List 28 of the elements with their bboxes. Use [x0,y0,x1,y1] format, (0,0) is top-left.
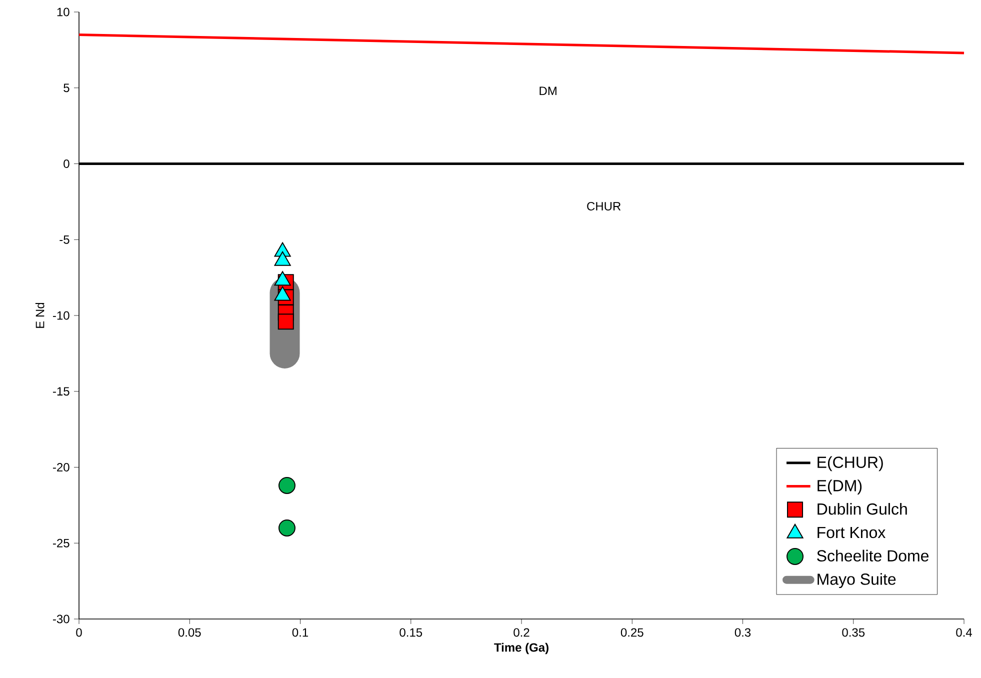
x-tick-label: 0.2 [514,628,530,637]
legend-label: Mayo Suite [818,573,896,588]
y-tick-label: -5 [60,235,70,244]
y-tick-label: -30 [52,614,70,624]
annotation: CHUR [587,202,621,210]
x-axis-title: Time (Ga) [494,642,548,654]
legend-label: Dublin Gulch [818,502,907,515]
legend-label: E(DM) [818,480,862,495]
y-tick-label: 5 [64,84,70,92]
x-tick-label: 0.4 [956,628,972,637]
y-tick-label: -20 [52,463,70,472]
x-tick-label: 0.35 [842,628,865,637]
y-tick-label: 10 [57,8,70,16]
x-tick-label: 0.15 [400,628,422,637]
legend-label: Fort Knox [818,526,886,538]
annotation: DM [540,86,556,96]
y-tick-label: -15 [52,387,70,396]
x-tick-label: 0 [76,628,82,637]
y-axis-title: E Nd [35,302,44,328]
x-tick-label: 0.05 [178,628,201,637]
legend-label: E(CHUR) [818,456,883,472]
y-tick-label: 0 [64,160,70,168]
x-tick-label: 0.1 [292,628,308,637]
legend-label: Scheelite Dome [817,550,929,562]
x-tick-label: 0.3 [734,628,751,637]
y-tick-label: -10 [52,311,70,320]
x-tick-label: 0.25 [620,628,644,637]
y-tick-label: -25 [52,538,70,548]
